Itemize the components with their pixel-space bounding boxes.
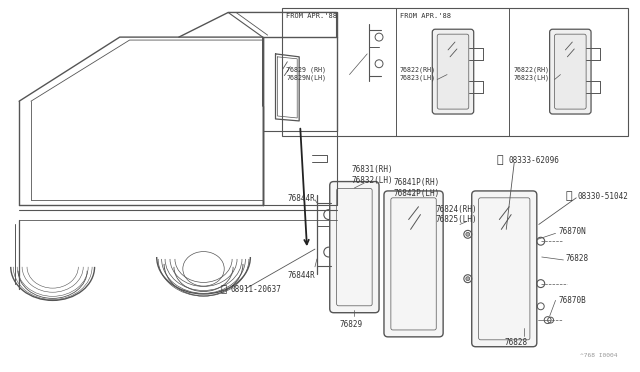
FancyBboxPatch shape [330, 182, 379, 313]
Text: ^768 I0004: ^768 I0004 [580, 353, 618, 357]
Text: 76829 (RH)
76829N(LH): 76829 (RH) 76829N(LH) [286, 67, 326, 81]
Text: FROM APR.'88: FROM APR.'88 [286, 13, 337, 19]
Text: 76822(RH)
76823(LH): 76822(RH) 76823(LH) [400, 67, 436, 81]
Text: Ⓝ: Ⓝ [220, 283, 227, 294]
FancyBboxPatch shape [337, 189, 372, 306]
Text: 76870N: 76870N [559, 227, 586, 237]
FancyBboxPatch shape [384, 191, 443, 337]
Text: 76829: 76829 [340, 320, 363, 329]
Text: 76831(RH)
76832(LH): 76831(RH) 76832(LH) [351, 165, 393, 185]
Text: FROM APR.'88: FROM APR.'88 [400, 13, 451, 19]
Text: Ⓢ: Ⓢ [565, 191, 572, 201]
FancyBboxPatch shape [432, 29, 474, 114]
Text: 76828: 76828 [565, 254, 589, 263]
Circle shape [466, 277, 470, 280]
Text: 76841P(RH)
76842P(LH): 76841P(RH) 76842P(LH) [394, 178, 440, 198]
Text: 08330-51042: 08330-51042 [577, 192, 628, 201]
FancyBboxPatch shape [391, 198, 436, 330]
FancyBboxPatch shape [550, 29, 591, 114]
Text: 08333-62096: 08333-62096 [508, 156, 559, 166]
Text: 76822(RH)
76823(LH): 76822(RH) 76823(LH) [513, 67, 549, 81]
Circle shape [466, 232, 470, 236]
FancyBboxPatch shape [437, 34, 468, 109]
Text: 76824(RH)
76825(LH): 76824(RH) 76825(LH) [435, 205, 477, 224]
FancyBboxPatch shape [479, 198, 530, 340]
Text: 76844R: 76844R [287, 271, 315, 280]
Text: 76828: 76828 [504, 338, 527, 347]
Text: 76870B: 76870B [559, 296, 586, 305]
Text: 76844R: 76844R [287, 194, 315, 203]
FancyBboxPatch shape [472, 191, 537, 347]
Text: 08911-20637: 08911-20637 [230, 285, 281, 294]
FancyBboxPatch shape [554, 34, 586, 109]
Text: Ⓢ: Ⓢ [496, 155, 502, 166]
Bar [282, 7, 628, 136]
